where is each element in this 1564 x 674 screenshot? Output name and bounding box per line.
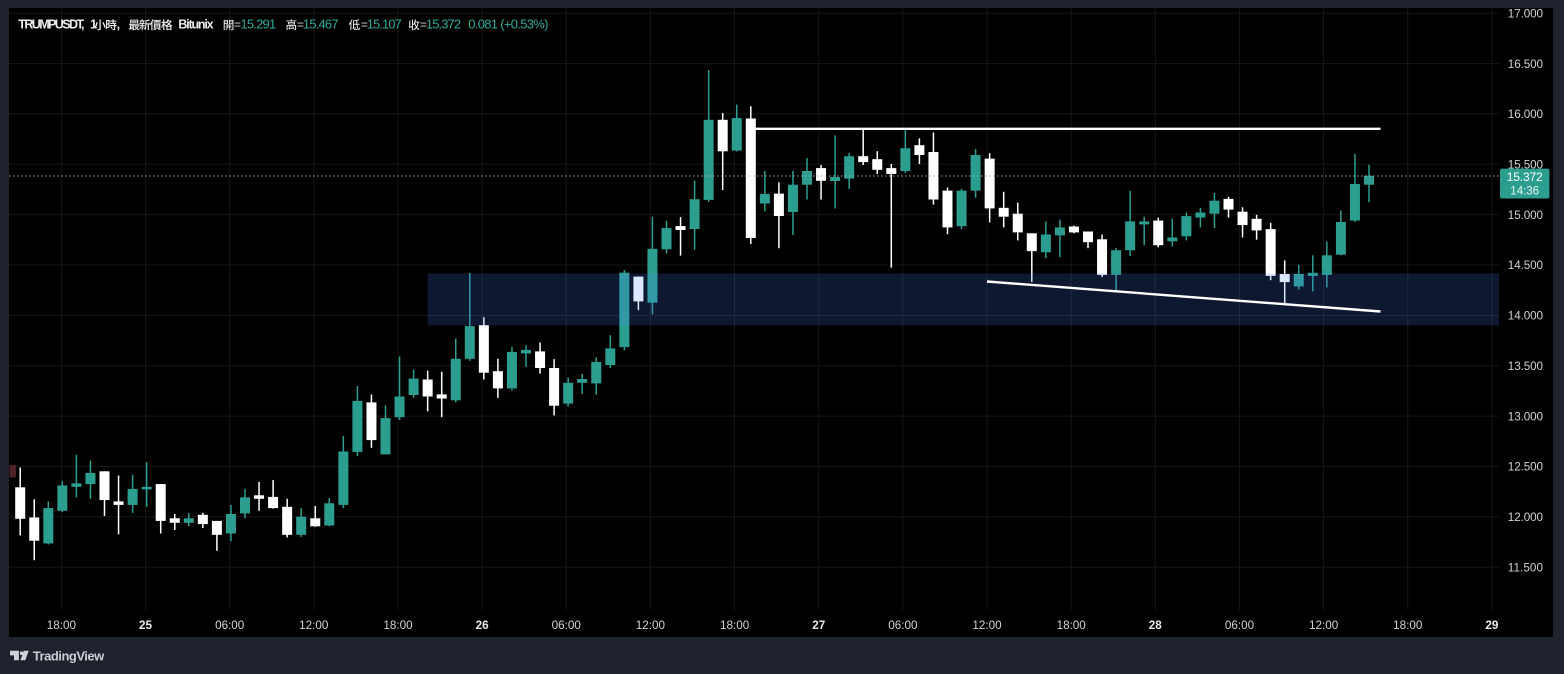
svg-text:14.000: 14.000 [1508, 310, 1544, 323]
svg-text:14.500: 14.500 [1508, 259, 1544, 272]
svg-text:=: = [361, 18, 368, 32]
svg-text:18:00: 18:00 [1057, 619, 1087, 632]
svg-text:15.467: 15.467 [303, 17, 339, 32]
svg-text:12:00: 12:00 [1309, 619, 1339, 632]
svg-text:15.291: 15.291 [240, 17, 276, 32]
svg-text:16.500: 16.500 [1508, 58, 1544, 71]
svg-text:06:00: 06:00 [552, 619, 582, 632]
svg-text:1: 1 [90, 18, 97, 32]
svg-text:11.500: 11.500 [1508, 561, 1544, 574]
svg-text:26: 26 [476, 619, 490, 632]
svg-text:=: = [420, 18, 427, 32]
svg-text:13.000: 13.000 [1508, 410, 1544, 423]
svg-text:12:00: 12:00 [972, 619, 1002, 632]
svg-text:15.372: 15.372 [1507, 170, 1543, 184]
svg-text:0.081 (+0.53%): 0.081 (+0.53%) [468, 17, 548, 32]
svg-text:12.000: 12.000 [1508, 511, 1544, 524]
svg-text:=: = [297, 18, 304, 32]
svg-text:=: = [234, 18, 241, 32]
svg-text:18:00: 18:00 [47, 619, 77, 632]
svg-text:06:00: 06:00 [1225, 619, 1255, 632]
svg-text:TradingView: TradingView [33, 649, 105, 664]
svg-text:15.372: 15.372 [426, 17, 461, 32]
svg-text:28: 28 [1149, 619, 1163, 632]
svg-text:15.500: 15.500 [1508, 159, 1544, 172]
svg-text:,: , [117, 18, 121, 32]
svg-text:Bitunix: Bitunix [178, 18, 213, 32]
svg-text:18:00: 18:00 [383, 619, 413, 632]
svg-text:12.500: 12.500 [1508, 461, 1544, 474]
svg-text:15.000: 15.000 [1508, 209, 1544, 222]
svg-text:06:00: 06:00 [888, 619, 918, 632]
svg-text:25: 25 [139, 619, 153, 632]
svg-text:12:00: 12:00 [299, 619, 329, 632]
svg-text:14:36: 14:36 [1510, 185, 1539, 197]
svg-text:13.500: 13.500 [1508, 360, 1544, 373]
svg-text:12:00: 12:00 [636, 619, 666, 632]
svg-text:18:00: 18:00 [720, 619, 750, 632]
svg-text:16.000: 16.000 [1508, 108, 1544, 121]
svg-text:17.000: 17.000 [1508, 7, 1544, 20]
svg-text:29: 29 [1485, 619, 1499, 632]
svg-text:06:00: 06:00 [215, 619, 245, 632]
svg-text:TRUMPUSDT,: TRUMPUSDT, [18, 18, 84, 32]
svg-text:27: 27 [812, 619, 825, 632]
svg-text:15.107: 15.107 [367, 17, 402, 32]
svg-text:18:00: 18:00 [1393, 619, 1423, 632]
